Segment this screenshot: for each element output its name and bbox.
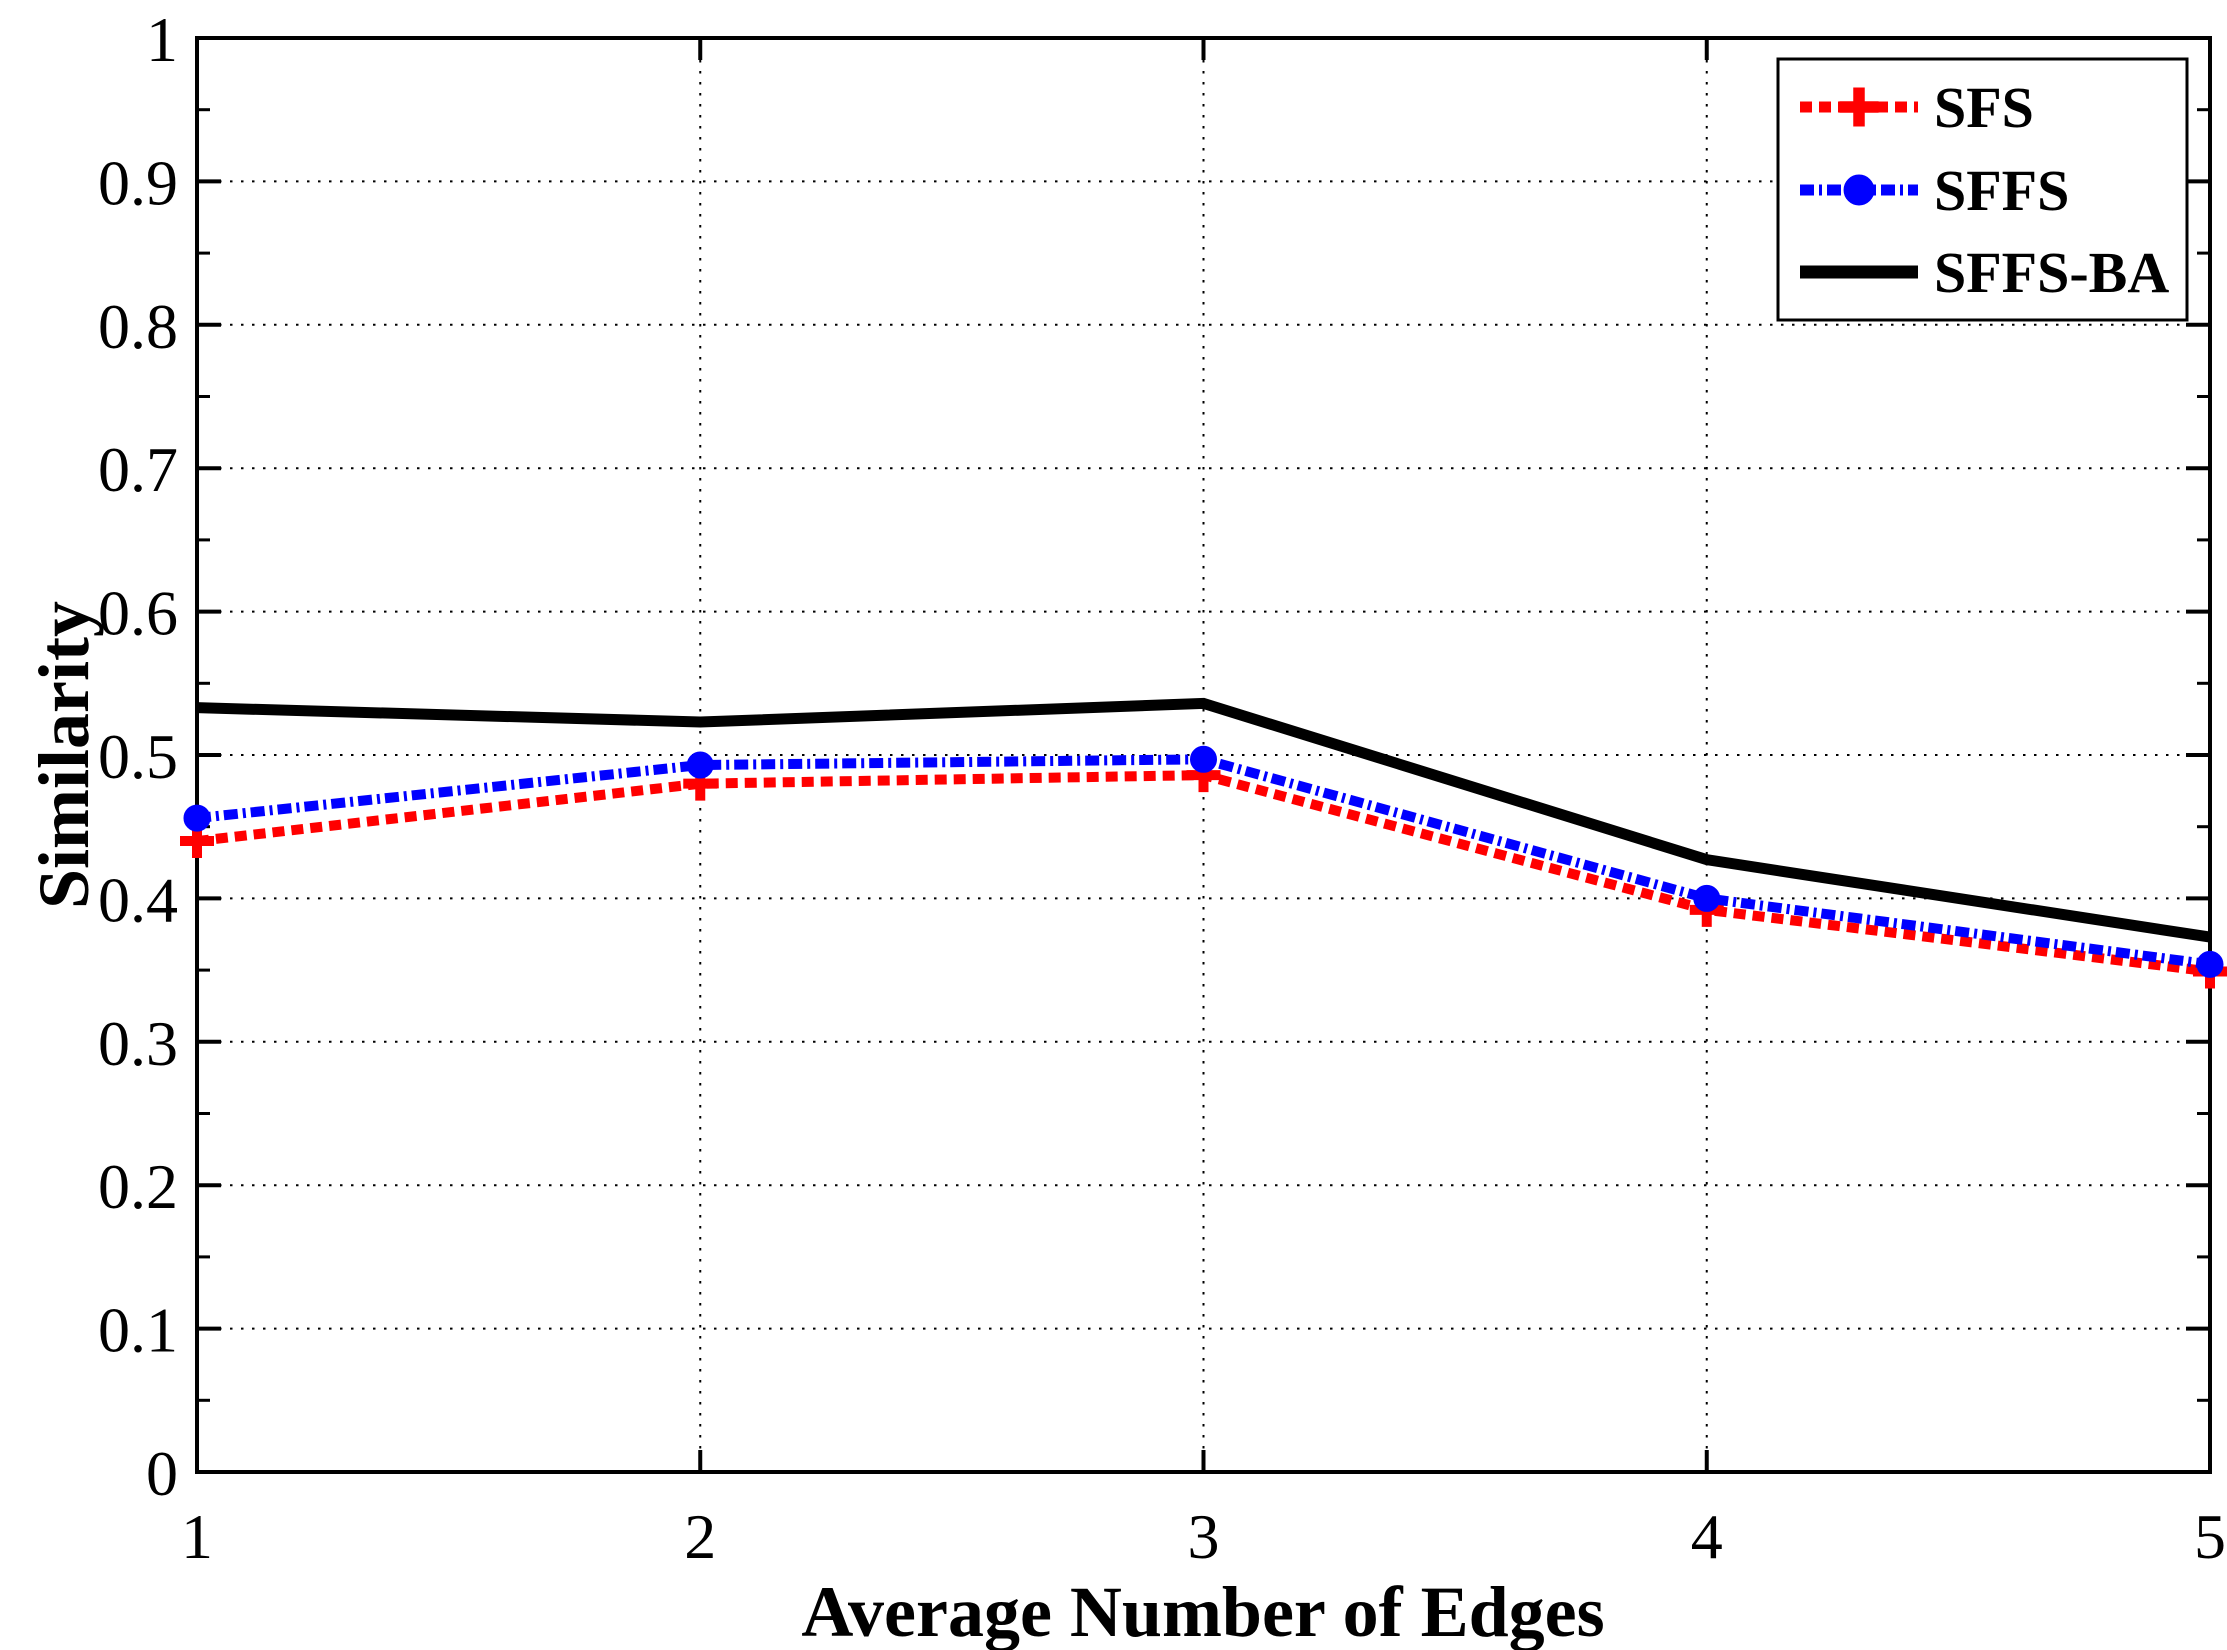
- x-tick-label: 5: [2194, 1501, 2226, 1572]
- y-tick-label: 0.7: [98, 434, 178, 505]
- legend-label: SFFS: [1934, 158, 2069, 223]
- circle-marker: [1693, 884, 1721, 912]
- data-series: [180, 697, 2227, 989]
- circle-marker: [686, 751, 714, 779]
- y-tick-label: 0.2: [98, 1151, 178, 1222]
- legend-label: SFFS-BA: [1934, 240, 2169, 305]
- x-tick-label: 3: [1188, 1501, 1220, 1572]
- circle-marker: [1843, 174, 1875, 206]
- y-tick-label: 0.6: [98, 578, 178, 649]
- y-axis-label: Similarity: [24, 601, 104, 909]
- x-tick-labels: 1 2 3 4 5: [181, 1501, 2226, 1572]
- circle-marker: [2196, 950, 2224, 978]
- legend-item-sffs-ba: SFFS-BA: [1800, 240, 2169, 305]
- series-sffs: [183, 745, 2224, 978]
- legend-item-sffs: SFFS: [1800, 158, 2069, 223]
- x-tick-label: 4: [1691, 1501, 1723, 1572]
- x-axis-label: Average Number of Edges: [801, 1572, 1604, 1650]
- series-line: [196, 697, 2211, 943]
- y-tick-label: 0.1: [98, 1295, 178, 1366]
- y-tick-label: 0.4: [98, 864, 178, 935]
- axis-ticks: [195, 36, 2212, 1474]
- y-tick-labels: 0 0.1 0.2 0.3 0.4 0.5 0.6 0.7 0.8 0.9 1: [98, 4, 178, 1509]
- x-tick-label: 2: [684, 1501, 716, 1572]
- y-tick-label: 0.8: [98, 291, 178, 362]
- y-tick-label: 0.3: [98, 1008, 178, 1079]
- x-tick-label: 1: [181, 1501, 213, 1572]
- series-sfs: [180, 758, 2227, 989]
- circle-marker: [183, 804, 211, 832]
- y-tick-label: 0: [146, 1438, 178, 1509]
- circle-marker: [1190, 745, 1217, 773]
- y-tick-label: 1: [146, 4, 178, 75]
- legend: SFS SFFS SFFS-BA: [1776, 57, 2189, 322]
- legend-item-sfs: SFS: [1800, 75, 2034, 140]
- series-sffs-ba: [196, 697, 2211, 943]
- y-tick-label: 0.5: [98, 721, 178, 792]
- y-tick-label: 0.9: [98, 147, 178, 218]
- legend-label: SFS: [1934, 75, 2034, 140]
